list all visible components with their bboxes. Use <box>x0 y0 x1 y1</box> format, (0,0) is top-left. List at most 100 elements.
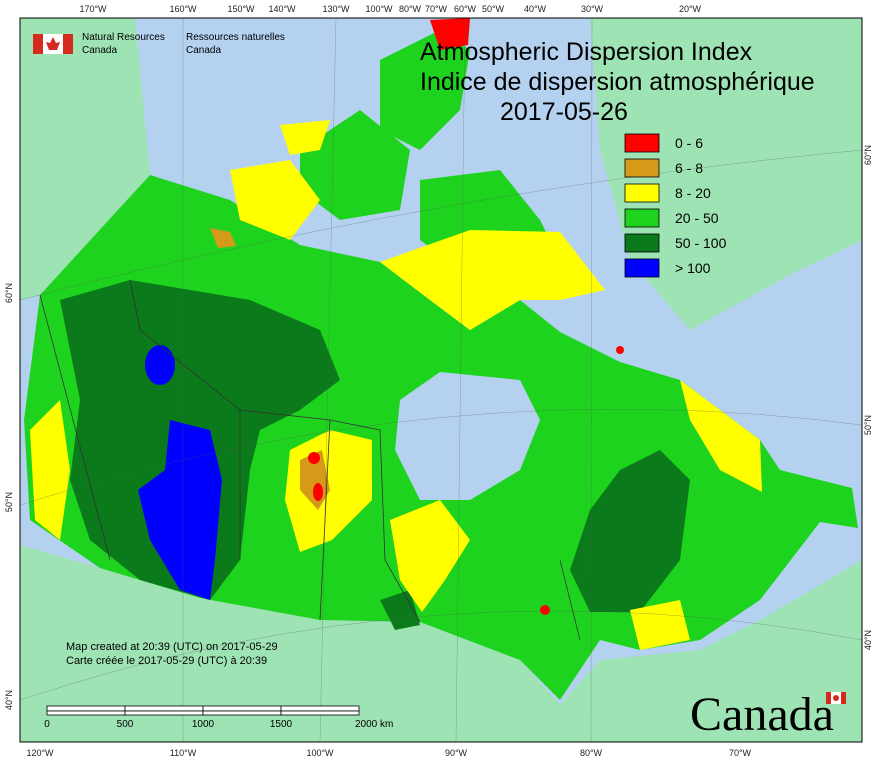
legend-label: 20 - 50 <box>675 210 719 226</box>
longitude-label: 110°W <box>170 748 197 758</box>
longitude-label: 100°W <box>306 748 334 758</box>
maple-leaf <box>46 37 60 50</box>
longitude-label: 20°W <box>679 4 702 14</box>
parallel <box>19 610 863 701</box>
logo-text: Canada <box>186 45 221 56</box>
island <box>280 120 330 155</box>
wordmark-leaf <box>833 695 839 701</box>
canada-wordmark: Canada <box>690 688 846 741</box>
latitude-label: 50°N <box>4 492 14 512</box>
legend: 0 - 6 6 - 8 8 - 20 20 - 50 50 - 100 > 100 <box>624 133 727 278</box>
legend-label: 50 - 100 <box>675 235 727 251</box>
wordmark: Canada <box>690 688 834 741</box>
meridian <box>319 17 337 743</box>
scale-label: 0 <box>44 719 50 730</box>
longitude-label: 150°W <box>227 4 255 14</box>
legend-swatch <box>624 158 660 178</box>
island-patch <box>430 18 470 50</box>
island <box>380 30 470 150</box>
region-0-6 <box>308 452 320 464</box>
logo-text: Ressources naturelles <box>186 32 285 43</box>
scale-segment <box>202 705 282 712</box>
longitude-label: 90°W <box>445 748 468 758</box>
island <box>230 160 320 240</box>
region-8-20 <box>390 500 470 612</box>
legend-label: 0 - 6 <box>675 135 703 151</box>
scale-bar: 0 500 1000 1500 2000 km <box>44 705 393 730</box>
scale-segment <box>124 705 204 712</box>
scale-segment <box>46 705 126 712</box>
legend-label: 8 - 20 <box>675 185 711 201</box>
alaska <box>20 18 150 300</box>
frame-border <box>19 17 863 743</box>
logo-text: Canada <box>82 45 117 56</box>
footer-text: Map created at 20:39 (UTC) on 2017-05-29 <box>66 641 278 653</box>
latitude-label: 40°N <box>4 690 14 710</box>
scale-segment <box>124 710 204 716</box>
meridian <box>455 17 466 743</box>
longitude-label: 50°W <box>482 4 505 14</box>
footer-text: Carte créée le 2017-05-29 (UTC) à 20:39 <box>66 655 267 667</box>
nrcan-logo: Natural Resources Canada Ressources natu… <box>33 32 285 56</box>
region-0-6 <box>313 483 323 501</box>
region-50-100 <box>570 450 690 612</box>
longitude-label: 80°W <box>580 748 603 758</box>
parallel <box>19 149 863 301</box>
legend-label: 6 - 8 <box>675 160 703 176</box>
flag-bar <box>63 34 73 54</box>
region-8-20 <box>380 230 605 330</box>
scale-label: 1500 <box>270 719 293 730</box>
region-8-20 <box>630 600 690 650</box>
border <box>559 559 581 641</box>
legend-swatch <box>624 258 660 278</box>
legend-label: > 100 <box>675 260 711 276</box>
map-frame <box>19 17 863 743</box>
longitude-label: 170°W <box>79 4 107 14</box>
flag-bar <box>33 34 43 54</box>
longitude-label: 40°W <box>524 4 547 14</box>
graticule-lines <box>19 17 863 743</box>
logo-text: Natural Resources <box>82 32 165 43</box>
hudson-bay <box>395 372 540 500</box>
scale-label: 1000 <box>192 719 215 730</box>
longitude-label: 70°W <box>425 4 448 14</box>
legend-swatch <box>624 208 660 228</box>
scale-label: 2000 km <box>355 719 393 730</box>
region-0-6 <box>616 346 624 354</box>
borders <box>39 279 581 641</box>
latitude-label: 50°N <box>863 415 873 435</box>
border <box>39 294 111 561</box>
scale-segment <box>46 710 126 716</box>
legend-swatch <box>624 133 660 153</box>
region-8-20 <box>680 380 762 492</box>
island <box>300 110 410 220</box>
longitude-label: 80°W <box>399 4 422 14</box>
region-50-100 <box>380 590 420 630</box>
title: Indice de dispersion atmosphérique <box>420 68 815 96</box>
region-6-8 <box>210 228 236 248</box>
region-8-20 <box>30 400 70 540</box>
border <box>329 419 421 623</box>
latitude-label: 60°N <box>4 283 14 303</box>
scale-segment <box>280 705 360 712</box>
title-date: 2017-05-26 <box>500 98 628 126</box>
longitude-label: 100°W <box>365 4 393 14</box>
scale-segment <box>280 710 360 716</box>
longitude-label: 140°W <box>268 4 296 14</box>
parallel <box>19 408 863 506</box>
united-states <box>20 545 862 742</box>
region-0-6 <box>540 605 550 615</box>
title: Atmospheric Dispersion Index <box>420 38 753 66</box>
scale-label: 500 <box>117 719 134 730</box>
longitude-label: 30°W <box>581 4 604 14</box>
longitude-label: 160°W <box>169 4 197 14</box>
graticule-labels: 170°W 160°W 150°W 140°W 130°W 100°W 80°W 70°W 60… <box>4 4 873 758</box>
meridian <box>590 17 593 743</box>
latitude-label: 40°N <box>863 630 873 650</box>
legend-swatch <box>624 233 660 253</box>
longitude-label: 60°W <box>454 4 477 14</box>
longitude-label: 130°W <box>322 4 350 14</box>
longitude-label: 70°W <box>729 748 752 758</box>
legend-swatch <box>624 183 660 203</box>
